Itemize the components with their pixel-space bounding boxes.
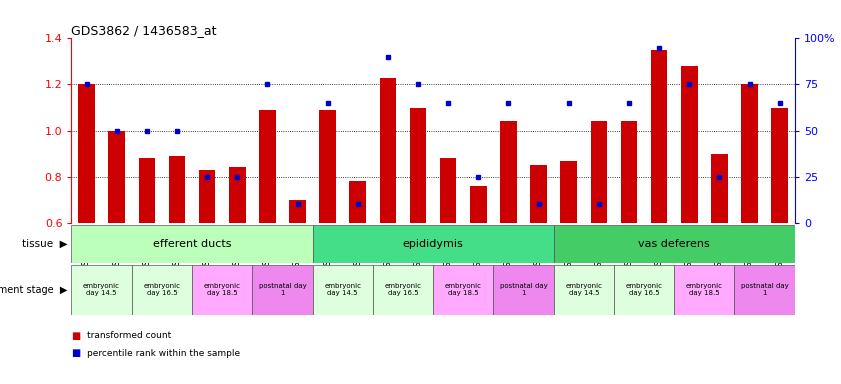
Bar [590,121,607,223]
Bar [440,158,457,223]
Bar [734,265,795,315]
Text: embryonic
day 16.5: embryonic day 16.5 [144,283,180,296]
Bar [320,110,336,223]
Bar [71,225,313,263]
Bar [531,165,547,223]
Bar [379,78,396,223]
Bar [433,265,494,315]
Bar [373,265,433,315]
Text: embryonic
day 18.5: embryonic day 18.5 [204,283,241,296]
Bar [500,121,516,223]
Bar [108,131,125,223]
Bar [289,200,306,223]
Text: embryonic
day 18.5: embryonic day 18.5 [445,283,482,296]
Bar [494,265,553,315]
Text: vas deferens: vas deferens [638,239,710,249]
Text: tissue  ▶: tissue ▶ [22,239,67,249]
Bar [78,84,95,223]
Bar [313,225,553,263]
Bar [410,108,426,223]
Text: embryonic
day 14.5: embryonic day 14.5 [83,283,120,296]
Bar [192,265,252,315]
Bar [169,156,185,223]
Bar [132,265,192,315]
Text: epididymis: epididymis [403,239,463,249]
Text: postnatal day
1: postnatal day 1 [258,283,306,296]
Bar [560,161,577,223]
Bar [139,158,155,223]
Text: embryonic
day 14.5: embryonic day 14.5 [325,283,361,296]
Bar [350,181,366,223]
Bar [614,265,674,315]
Bar [651,50,668,223]
Bar [771,108,788,223]
Text: ■: ■ [71,331,81,341]
Bar [741,84,758,223]
Bar [259,110,276,223]
Bar [681,66,697,223]
Bar [711,154,727,223]
Bar [621,121,637,223]
Text: postnatal day
1: postnatal day 1 [500,283,547,296]
Bar [553,265,614,315]
Bar [470,186,487,223]
Text: embryonic
day 14.5: embryonic day 14.5 [565,283,602,296]
Bar [553,225,795,263]
Text: percentile rank within the sample: percentile rank within the sample [87,349,240,358]
Text: embryonic
day 18.5: embryonic day 18.5 [686,283,722,296]
Text: ■: ■ [71,348,81,358]
Bar [313,265,373,315]
Text: embryonic
day 16.5: embryonic day 16.5 [384,283,421,296]
Text: transformed count: transformed count [87,331,171,341]
Bar [252,265,313,315]
Bar [674,265,734,315]
Text: development stage  ▶: development stage ▶ [0,285,67,295]
Text: GDS3862 / 1436583_at: GDS3862 / 1436583_at [71,24,217,37]
Text: efferent ducts: efferent ducts [153,239,231,249]
Bar [71,265,132,315]
Bar [198,170,215,223]
Text: postnatal day
1: postnatal day 1 [741,283,789,296]
Text: embryonic
day 16.5: embryonic day 16.5 [626,283,663,296]
Bar [229,167,246,223]
